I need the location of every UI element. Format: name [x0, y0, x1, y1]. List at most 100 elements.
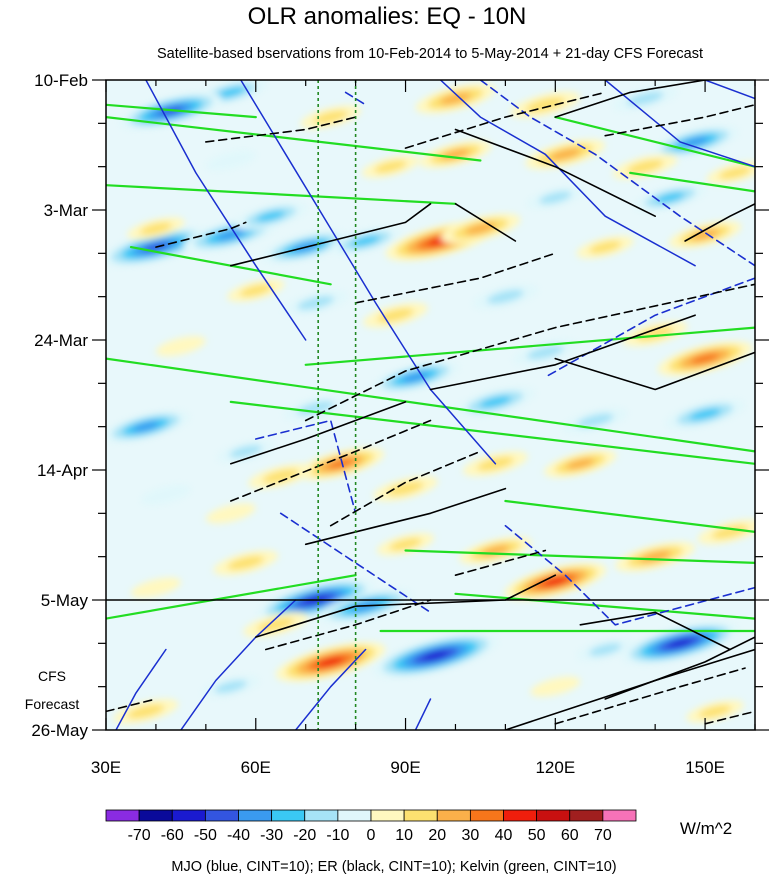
- plot-area: [106, 80, 755, 730]
- er-black-dashed-line-11: [106, 698, 157, 713]
- y-tick-label-14-Apr: 14-Apr: [37, 461, 88, 480]
- anomaly-blob-53-0: [131, 577, 181, 598]
- mjo-blue-dashed-line-3: [255, 419, 357, 515]
- kelvin-green-line-9: [454, 592, 755, 620]
- er-black-solid-line-0: [454, 128, 656, 217]
- anomaly-blob-24-2: [655, 192, 685, 204]
- anomaly-blob-61-1: [127, 704, 165, 719]
- kelvin-green-line-11: [106, 103, 257, 119]
- colorbar-swatch-10: [436, 809, 471, 822]
- er-black-dashed-line-5: [304, 283, 755, 422]
- anomaly-blob-59-5: [668, 638, 693, 648]
- er-black-dashed-line-0: [205, 116, 357, 143]
- anomaly-blob-63-0: [530, 676, 581, 697]
- colorbar-swatch-2: [171, 809, 206, 822]
- chart-title: OLR anomalies: EQ - 10N: [248, 3, 527, 30]
- anomaly-blob-27-1: [297, 295, 334, 310]
- colorbar-swatch-14: [569, 809, 604, 822]
- anomaly-blob-34-2: [479, 396, 512, 408]
- forecast-label-line2: Forecast: [25, 696, 80, 712]
- colorbar-level-10: 10: [395, 827, 413, 844]
- anomaly-blob-9-1: [374, 160, 407, 174]
- mjo-blue-solid-line-4: [704, 80, 755, 100]
- anomaly-blob-23-1: [539, 191, 572, 204]
- colorbar-level--70: -70: [128, 827, 151, 844]
- er-black-solid-line-12: [684, 203, 755, 242]
- er-black-dashed-line-1: [404, 91, 606, 149]
- colorbar-level--60: -60: [161, 827, 184, 844]
- x-axis: 30E 60E 90E 120E 150E: [91, 80, 756, 777]
- anomaly-blob-44-2: [566, 458, 595, 470]
- anomaly-blob-58-1: [257, 617, 295, 632]
- colorbar-swatch-3: [204, 809, 239, 822]
- y-tick-label-26-May: 26-May: [31, 721, 88, 740]
- y-tick-label-24-Mar: 24-Mar: [34, 331, 88, 350]
- colorbar-level-30: 30: [461, 827, 479, 844]
- mjo-blue-solid-line-0: [240, 80, 497, 465]
- anomaly-blob-41-1: [387, 481, 424, 496]
- colorbar-swatch-6: [304, 809, 339, 822]
- kelvin-green-line-12: [554, 116, 755, 168]
- anomaly-blob-48-0: [141, 484, 191, 505]
- kelvin-green-line-13: [629, 171, 755, 193]
- footer-legend: MJO (blue, CINT=10); ER (black, CINT=10)…: [171, 859, 616, 875]
- anomaly-blob-11-0: [205, 150, 256, 171]
- er-black-dashed-line-8: [265, 599, 432, 651]
- colorbar-level-70: 70: [594, 827, 612, 844]
- er-black-dashed-line-6: [230, 419, 432, 502]
- kelvin-green-line-3: [106, 357, 755, 453]
- mjo-blue-dashed-line-4: [279, 512, 432, 614]
- colorbar-swatch-4: [238, 809, 273, 822]
- anomaly-blob-0-2: [439, 92, 472, 105]
- x-tick-label-120E: 120E: [535, 758, 575, 777]
- er-black-solid-line-1: [230, 203, 432, 267]
- anomaly-blob-10-1: [626, 159, 664, 174]
- anomaly-blob-32-3: [690, 353, 720, 364]
- colorbar-swatch-0: [105, 809, 140, 822]
- colorbar-level--50: -50: [194, 827, 217, 844]
- anomaly-blob-5-1: [626, 91, 664, 106]
- reference-longitude-lines: [317, 80, 357, 730]
- x-tick-label-30E: 30E: [91, 758, 121, 777]
- colorbar-swatch-13: [536, 809, 571, 822]
- anomaly-blob-47-1: [227, 555, 265, 570]
- colorbar-swatch-8: [370, 809, 405, 822]
- anomaly-blob-39-1: [576, 413, 614, 428]
- colorbar-level--20: -20: [293, 827, 316, 844]
- anomaly-blob-3-2: [216, 86, 246, 98]
- anomaly-blob-21-2: [256, 210, 285, 222]
- anomaly-blob-20-2: [351, 235, 380, 247]
- anomaly-blob-52-1: [711, 524, 749, 539]
- anomaly-blob-25-1: [239, 284, 272, 297]
- anomaly-blob-57-4: [317, 657, 345, 667]
- colorbar-swatch-15: [602, 809, 637, 822]
- anomaly-blob-2-1: [313, 110, 348, 124]
- anomaly-blob-46-1: [389, 537, 422, 551]
- er-black-dashed-line-2: [604, 104, 755, 137]
- anomaly-blob-49-4: [542, 576, 568, 586]
- anomaly-blob-33-3: [402, 372, 429, 383]
- er-black-solid-line-7: [255, 574, 557, 638]
- colorbar-level--10: -10: [326, 827, 349, 844]
- anomaly-blob-42-1: [262, 469, 300, 484]
- anomaly-blob-22-1: [139, 222, 173, 235]
- anomaly-blob-12-1: [718, 166, 752, 180]
- colorbar-level-50: 50: [528, 827, 546, 844]
- y-tick-label-10-Feb: 10-Feb: [34, 71, 88, 90]
- mjo-blue-dashed-line-0: [479, 80, 755, 267]
- mjo-blue-solid-line-5: [180, 599, 297, 730]
- kelvin-green-line-6: [504, 499, 755, 533]
- kelvin-green-line-1: [106, 184, 457, 205]
- anomaly-blob-56-5: [422, 651, 449, 661]
- anomaly-blob-64-1: [214, 680, 247, 694]
- anomaly-blob-35-3: [132, 421, 160, 432]
- er-black-solid-line-4: [554, 351, 755, 391]
- colorbar-level-20: 20: [428, 827, 446, 844]
- anomaly-blob-36-1: [229, 445, 262, 458]
- y-axis: 10-Feb 3-Mar 24-Mar 14-Apr 5-May 26-May: [31, 71, 769, 740]
- anomaly-blob-38-2: [689, 408, 721, 421]
- er-black-solid-line-5: [304, 487, 507, 546]
- anomaly-blob-7-2: [549, 148, 581, 161]
- anomaly-blob-43-0: [205, 503, 256, 524]
- er-black-dashed-line-10: [554, 667, 746, 725]
